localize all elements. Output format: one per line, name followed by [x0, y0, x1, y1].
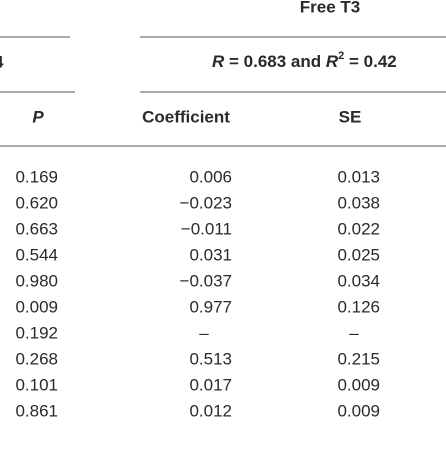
cell: 0.544: [15, 245, 58, 264]
cell: 0.192: [15, 323, 58, 342]
cell: 0.663: [15, 219, 58, 238]
cell: 0.025: [337, 245, 380, 264]
cell: 0.013: [337, 167, 380, 186]
cell: 0.861: [15, 401, 58, 420]
r-value: = 0.683 and: [224, 52, 326, 71]
cell: –: [349, 323, 359, 342]
cell: 0.268: [15, 349, 58, 368]
cell: 0.101: [15, 375, 58, 394]
cell: −0.037: [180, 271, 232, 290]
cell: 0.126: [337, 297, 380, 316]
cell: −0.023: [180, 193, 232, 212]
column-header: SE: [339, 107, 362, 126]
cell: 0.977: [189, 297, 232, 316]
cell: 0.006: [189, 167, 232, 186]
column-header: P: [32, 107, 44, 126]
stat-line: R = 0.683 and R2 = 0.42: [212, 50, 397, 72]
r-symbol: R: [212, 52, 225, 71]
cell: 0.012: [189, 401, 232, 420]
cell: 0.031: [189, 245, 232, 264]
cell: 0.513: [189, 349, 232, 368]
r2-symbol: R: [326, 52, 339, 71]
fragment: 4: [0, 52, 4, 71]
cell: 0.009: [15, 297, 58, 316]
column-header: Coefficient: [142, 107, 230, 126]
cell: 0.169: [15, 167, 58, 186]
cell: 0.009: [337, 375, 380, 394]
cell: 0.022: [337, 219, 380, 238]
cell: 0.009: [337, 401, 380, 420]
cell: −0.011: [181, 219, 232, 238]
cell: –: [199, 323, 209, 342]
cell: 0.215: [337, 349, 380, 368]
cell: 0.980: [15, 271, 58, 290]
r2-value: = 0.42: [344, 52, 396, 71]
cell: 0.620: [15, 193, 58, 212]
cell: 0.038: [337, 193, 380, 212]
group-header: Free T3: [300, 0, 360, 16]
cell: 0.017: [189, 375, 232, 394]
cell: 0.034: [337, 271, 380, 290]
r2-sup: 2: [338, 50, 344, 62]
